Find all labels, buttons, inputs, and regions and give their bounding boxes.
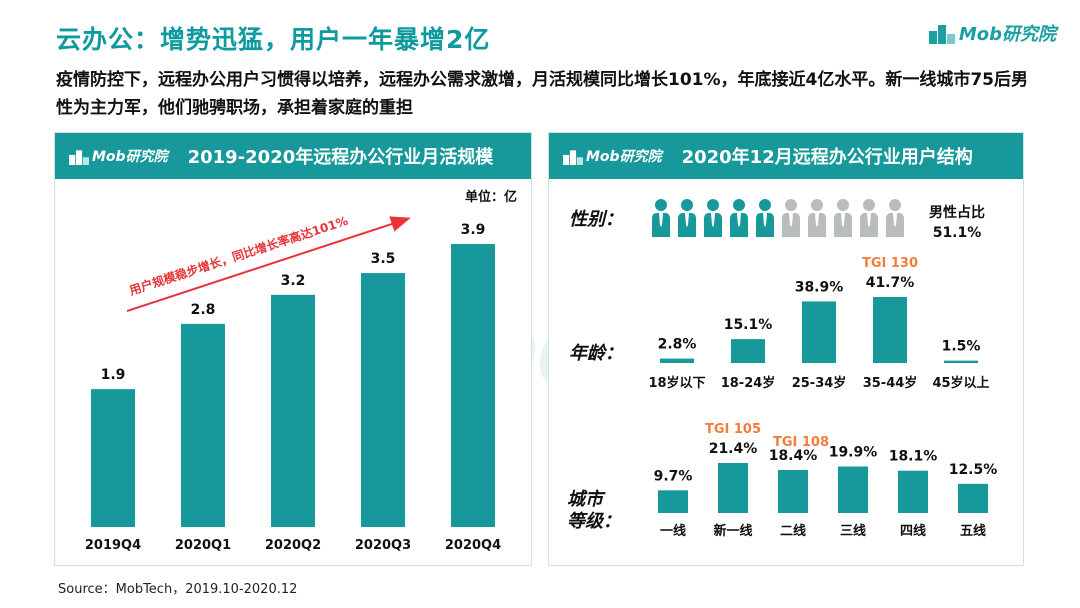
city-bar <box>778 470 808 513</box>
age-tick-label: 35-44岁 <box>863 375 918 391</box>
city-tick-label: 一线 <box>660 523 686 539</box>
bar-value-label: 3.5 <box>371 251 396 267</box>
male-share-value: 51.1% <box>933 225 982 241</box>
chart-title: 2019-2020年远程办公行业月活规模 <box>187 147 494 168</box>
male-person-icon <box>704 199 722 237</box>
source-note: Source：MobTech，2019.10-2020.12 <box>58 582 298 597</box>
panel-logo-text: Mob研究院 <box>92 149 168 165</box>
city-value-label: 9.7% <box>654 468 693 484</box>
city-tick-label: 新一线 <box>713 523 752 539</box>
brand-logo: Mob研究院 <box>928 20 1056 46</box>
age-value-label: 41.7% <box>866 275 915 291</box>
user-structure-panel: Mob研究院 2020年12月远程办公行业用户结构 性别： 男性占比 51.1%… <box>548 132 1024 566</box>
bar-value-label: 2.8 <box>191 302 216 318</box>
female-person-icon <box>860 199 878 237</box>
age-bar <box>873 297 907 363</box>
x-tick-label: 2020Q3 <box>355 538 411 553</box>
age-label: 年龄： <box>569 343 623 364</box>
unit-label: 单位：亿 <box>465 189 517 205</box>
city-value-label: 19.9% <box>829 445 878 461</box>
bar-2020Q2 <box>271 294 315 527</box>
user-structure-chart: 性别： 男性占比 51.1% 年龄： 2.8% 18岁以下 15.1% 18-24岁 3… <box>567 199 998 539</box>
panel-logo: Mob研究院 <box>69 146 168 166</box>
female-person-icon <box>834 199 852 237</box>
age-bar <box>802 301 836 363</box>
age-bar <box>660 358 694 363</box>
bar-2020Q4 <box>451 244 495 527</box>
tgi-label: TGI 105 <box>705 422 761 437</box>
female-person-icon <box>886 199 904 237</box>
x-tick-label: 2020Q4 <box>445 538 501 553</box>
panel-header: Mob研究院 2020年12月远程办公行业用户结构 <box>549 133 1023 179</box>
city-value-label: 21.4% <box>709 441 758 457</box>
panel-logo: Mob研究院 <box>563 146 662 166</box>
city-bar <box>658 490 688 513</box>
age-tick-label: 45岁以上 <box>932 375 989 391</box>
trend-annotation: 用户规模稳步增长，同比增长率高达101% <box>126 213 349 298</box>
page-title: 云办公：增势迅猛，用户一年暴增2亿 <box>56 25 491 54</box>
gender-label: 性别： <box>569 209 623 230</box>
city-bar <box>838 466 868 513</box>
x-tick-label: 2020Q2 <box>265 538 321 553</box>
age-bar <box>731 339 765 363</box>
brand-logo-text: Mob研究院 <box>958 24 1056 45</box>
bar-value-label: 3.9 <box>461 222 486 238</box>
city-tick-label: 三线 <box>840 523 866 539</box>
age-tick-label: 25-34岁 <box>792 375 847 391</box>
chart-title: 2020年12月远程办公行业用户结构 <box>681 147 973 168</box>
tgi-label: TGI 130 <box>862 256 918 271</box>
city-tick-label: 五线 <box>960 523 986 539</box>
city-value-label: 18.1% <box>889 449 938 465</box>
mau-bar-chart: 单位：亿 用户规模稳步增长，同比增长率高达101% 1.9 2019Q4 2.8 20… <box>85 189 517 553</box>
city-value-label: 12.5% <box>949 462 998 478</box>
panel-header: Mob研究院 2019-2020年远程办公行业月活规模 <box>55 133 531 179</box>
monthly-active-panel: Mob研究院 2019-2020年远程办公行业月活规模 单位：亿 用户规模稳步增… <box>54 132 532 566</box>
bar-value-label: 1.9 <box>101 367 126 383</box>
age-value-label: 38.9% <box>795 279 844 295</box>
age-value-label: 2.8% <box>658 337 697 353</box>
city-tick-label: 二线 <box>780 523 806 539</box>
age-tick-label: 18-24岁 <box>721 375 776 391</box>
age-value-label: 15.1% <box>724 317 773 333</box>
brand-logo-icon <box>928 25 955 44</box>
age-bar <box>944 360 978 363</box>
bar-2020Q3 <box>361 273 405 527</box>
x-tick-label: 2020Q1 <box>175 538 231 553</box>
age-value-label: 1.5% <box>942 339 981 355</box>
city-label-line1: 城市 <box>567 489 606 510</box>
male-person-icon <box>730 199 748 237</box>
panel-logo-icon <box>69 149 89 165</box>
city-bar <box>958 483 988 513</box>
panel-logo-text: Mob研究院 <box>586 149 662 165</box>
trend-arrow <box>126 216 411 312</box>
age-tick-label: 18岁以下 <box>648 375 705 391</box>
city-bar <box>718 463 748 513</box>
bar-value-label: 3.2 <box>281 273 306 289</box>
city-value-label: 18.4% <box>769 448 818 464</box>
male-share-label: 男性占比 <box>929 204 985 221</box>
city-label-line2: 等级： <box>567 511 621 532</box>
male-person-icon <box>678 199 696 237</box>
male-person-icon <box>652 199 670 237</box>
male-person-icon <box>756 199 774 237</box>
tgi-label: TGI 108 <box>773 435 829 450</box>
bar-2020Q1 <box>181 323 225 527</box>
city-tick-label: 四线 <box>900 523 926 539</box>
female-person-icon <box>808 199 826 237</box>
bar-2019Q4 <box>91 389 135 527</box>
female-person-icon <box>782 199 800 237</box>
panel-logo-icon <box>563 149 583 165</box>
page-subtitle: 疫情防控下，远程办公用户习惯得以培养，远程办公需求激增，月活规模同比增长101%… <box>56 70 1029 118</box>
city-bar <box>898 470 928 513</box>
x-tick-label: 2019Q4 <box>85 538 141 553</box>
